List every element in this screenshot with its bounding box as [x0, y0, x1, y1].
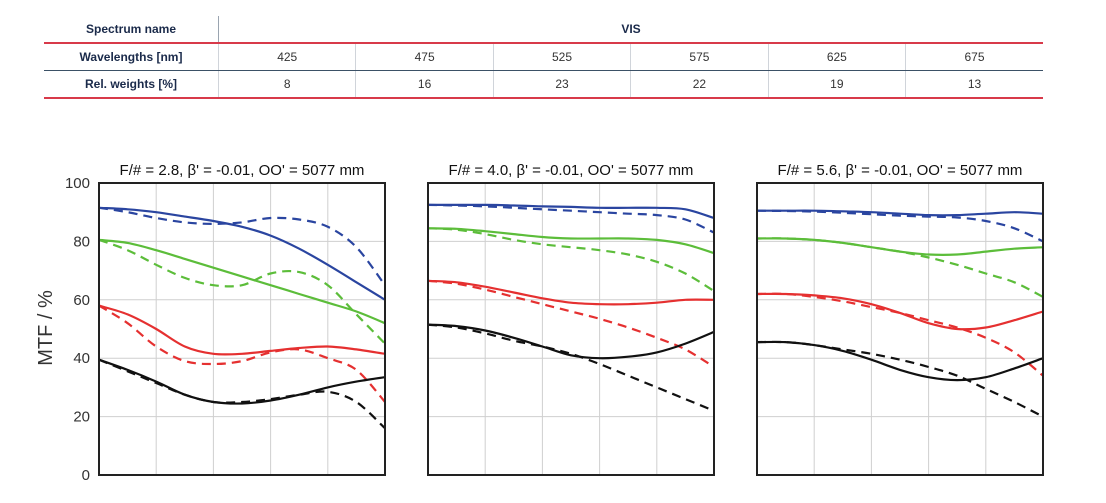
- mtf-curve-black-dashed: [756, 340, 1044, 418]
- y-tick-label: 20: [73, 409, 90, 426]
- plot-frame: [756, 182, 1044, 476]
- panel-title: F/# = 2.8, β' = -0.01, OO' = 5077 mm: [120, 162, 365, 179]
- spectrum-name-row: Spectrum name VIS: [44, 16, 1043, 44]
- weight-cell: 16: [355, 70, 494, 99]
- mtf-curve-blue-dashed: [756, 209, 1044, 243]
- plot-frame: [427, 182, 715, 476]
- mtf-curve-black-solid: [98, 358, 386, 405]
- panel-title: F/# = 4.0, β' = -0.01, OO' = 5077 mm: [449, 162, 694, 179]
- weight-cell: 22: [630, 70, 769, 99]
- mtf-curve-green-solid: [427, 227, 715, 255]
- y-tick-label: 60: [73, 292, 90, 309]
- weight-cell: 8: [217, 70, 356, 99]
- y-axis-title: MTF / %: [35, 290, 57, 366]
- y-tick-label: 100: [65, 175, 90, 192]
- wavelength-cell: 675: [905, 43, 1043, 71]
- mtf-curve-blue-dashed: [98, 206, 386, 286]
- wavelength-cell: 625: [767, 43, 906, 71]
- mtf-curve-red-solid: [427, 279, 715, 306]
- mtf-charts: MTF / % 0 20 40 60 80 100 F/# = 2.8, β' = -0.0…: [35, 162, 1044, 484]
- mtf-curve-red-solid: [756, 292, 1044, 331]
- mtf-curve-blue-solid: [98, 206, 386, 301]
- mtf-curve-green-solid: [98, 238, 386, 325]
- spectrum-table: Spectrum name VIS Wavelengths [nm] 425 4…: [44, 16, 1043, 99]
- spectrum-name-value: VIS: [218, 16, 1043, 44]
- mtf-curve-blue-solid: [428, 203, 715, 220]
- mtf-panel: F/# = 4.0, β' = -0.01, OO' = 5077 mm: [427, 162, 715, 476]
- weight-cell: 19: [767, 70, 906, 99]
- wavelength-cell: 425: [217, 43, 356, 71]
- wavelength-cell: 575: [630, 43, 769, 71]
- mtf-curve-red-dashed: [427, 279, 715, 368]
- mtf-curve-red-solid: [98, 304, 386, 356]
- weight-cell: 23: [492, 70, 631, 99]
- mtf-panel: 0 20 40 60 80 100 F/# = 2.8, β' = -0.01, OO' =…: [65, 162, 386, 484]
- plot-frame: [98, 182, 386, 476]
- y-tick-label: 0: [82, 467, 90, 484]
- mtf-curve-green-dashed: [98, 238, 386, 345]
- weight-cell: 13: [905, 70, 1043, 99]
- wavelengths-label: Wavelengths [nm]: [44, 43, 219, 71]
- mtf-curve-green-dashed: [427, 227, 715, 292]
- mtf-curve-blue-dashed: [427, 203, 715, 234]
- mtf-curve-black-dashed: [427, 323, 715, 412]
- mtf-curve-red-dashed: [98, 304, 386, 403]
- mtf-panel: F/# = 5.6, β' = -0.01, OO' = 5077 mm: [756, 162, 1044, 476]
- wavelength-cell: 525: [492, 43, 631, 71]
- wavelength-cell: 475: [355, 43, 494, 71]
- spectrum-name-label: Spectrum name: [44, 16, 219, 44]
- mtf-curve-black-solid: [756, 340, 1044, 382]
- weights-row: Rel. weights [%] 8 16 23 22 19 13: [44, 70, 1043, 99]
- panel-title: F/# = 5.6, β' = -0.01, OO' = 5077 mm: [778, 162, 1023, 179]
- mtf-curve-red-dashed: [756, 292, 1044, 377]
- mtf-curve-black-solid: [427, 323, 715, 360]
- y-tick-label: 80: [73, 233, 90, 250]
- mtf-curve-black-dashed: [98, 358, 386, 430]
- wavelengths-row: Wavelengths [nm] 425 475 525 575 625 675: [44, 43, 1043, 71]
- mtf-curve-green-dashed: [756, 237, 1044, 298]
- weights-label: Rel. weights [%]: [44, 70, 219, 99]
- y-tick-label: 40: [73, 350, 90, 367]
